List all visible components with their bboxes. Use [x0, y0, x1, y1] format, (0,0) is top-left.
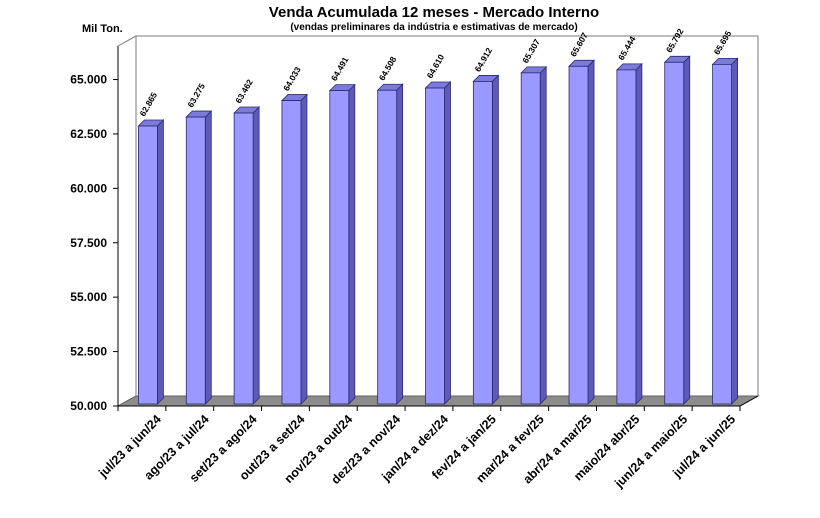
bar	[280, 93, 308, 405]
bar-side	[348, 83, 356, 405]
bar-side	[444, 81, 451, 405]
y-tick-label: 62.500	[70, 127, 107, 141]
y-tick-label: 52.500	[70, 345, 107, 359]
bar-front	[616, 69, 637, 405]
bar	[376, 83, 404, 405]
bar-front	[377, 89, 398, 405]
bar	[185, 110, 213, 405]
bar-side	[539, 65, 547, 405]
bar-side	[635, 62, 643, 405]
bar-side	[252, 106, 260, 405]
bar-front	[281, 100, 302, 405]
y-tick-label: 57.500	[70, 236, 107, 250]
y-tick-label: 55.000	[70, 290, 107, 304]
y-axis-label: Mil Ton.	[82, 23, 123, 35]
bar-side	[204, 110, 212, 405]
bar-side	[396, 83, 404, 405]
bar-side	[731, 57, 738, 405]
chart-title: Venda Acumulada 12 meses - Mercado Inter…	[269, 4, 599, 21]
bar-side	[491, 74, 499, 405]
bar	[568, 59, 596, 405]
bar-side	[683, 55, 691, 405]
bar	[711, 57, 739, 405]
x-axis-depth-line	[739, 395, 759, 407]
bars	[137, 55, 739, 405]
bar	[615, 62, 643, 405]
bar-front	[425, 87, 445, 405]
bar-side	[157, 119, 164, 405]
bar	[137, 119, 165, 405]
bar-front	[712, 64, 732, 405]
bar-front	[568, 65, 589, 405]
bar-front	[664, 61, 685, 405]
bar	[328, 83, 356, 405]
y-axis: 50.000 52.500 55.000 57.500 60.000 62.500 65.0…	[70, 46, 119, 413]
bar	[472, 74, 500, 405]
bar	[663, 55, 691, 405]
chart-subtitle: (vendas preliminares da indústria e esti…	[290, 22, 577, 33]
bar-side	[587, 59, 595, 405]
side-wall	[117, 35, 137, 407]
y-tick-label: 60.000	[70, 181, 107, 195]
bar	[520, 65, 548, 405]
bar-front	[185, 116, 206, 405]
bar-front	[329, 90, 350, 405]
bar	[424, 81, 452, 405]
bar-front	[472, 81, 493, 405]
bar	[233, 106, 261, 405]
y-tick-label: 65.000	[70, 73, 107, 87]
y-tick-label: 50.000	[70, 399, 107, 413]
bar-front	[520, 72, 541, 405]
bar-front	[233, 112, 254, 405]
bar-front	[138, 125, 158, 405]
bar-side	[300, 93, 308, 405]
